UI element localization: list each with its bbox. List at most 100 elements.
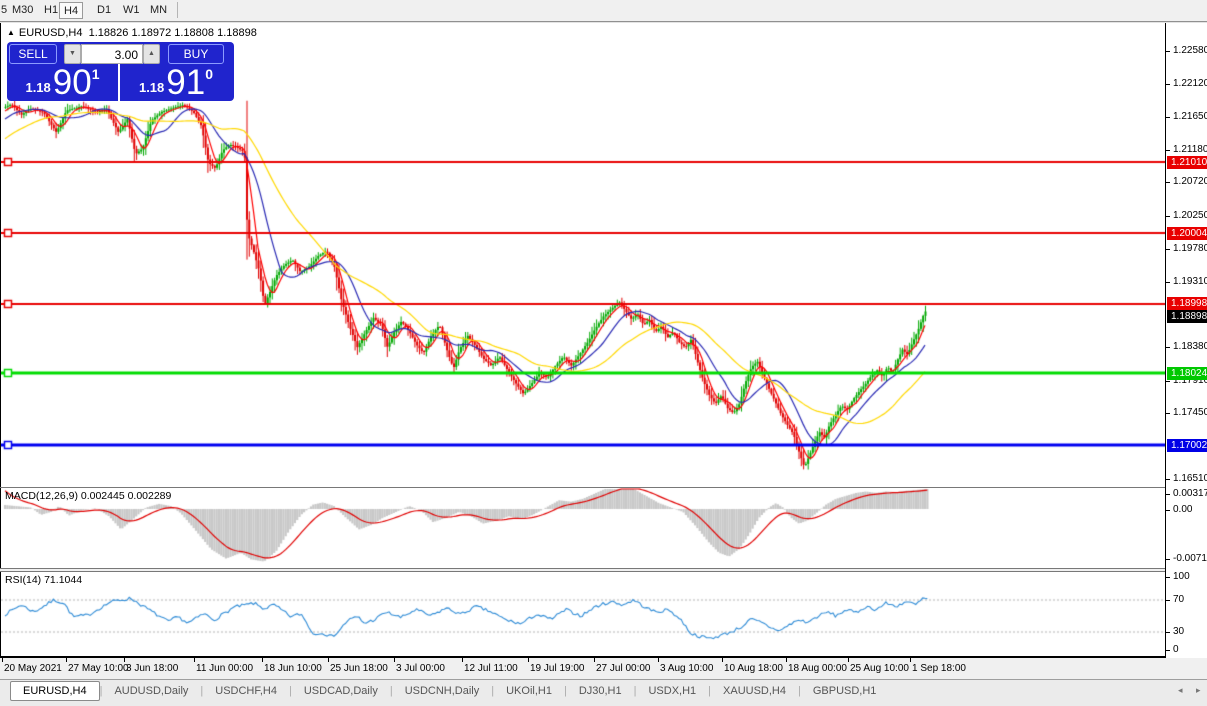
price-badge-121010: 1.21010	[1167, 156, 1207, 169]
chart-tab-usdcnh-daily[interactable]: USDCNH,Daily	[404, 685, 480, 697]
time-label: 1 Sep 18:00	[912, 663, 966, 674]
price-badge-118998: 1.18998	[1167, 296, 1207, 310]
time-label: 12 Jul 11:00	[464, 663, 518, 674]
chart-frame-bottom	[0, 656, 1166, 658]
rsi-axis-tick	[1166, 650, 1170, 651]
time-tick	[528, 658, 529, 662]
time-label: 18 Aug 00:00	[788, 663, 847, 674]
one-click-trade-panel: SELL ▼ 3.00 ▲ BUY 1.18 90 1 1.18 91 0	[7, 42, 234, 101]
macd-axis-tick	[1166, 559, 1170, 560]
tab-divider: |	[99, 685, 103, 697]
time-tick	[786, 658, 787, 662]
sell-price-point: 1	[91, 66, 100, 82]
time-tick	[66, 658, 67, 662]
time-label: 27 Jul 00:00	[596, 663, 651, 674]
chart-tab-audusd-daily[interactable]: AUDUSD,Daily	[114, 685, 189, 697]
price-tick-label: 1.20250	[1173, 209, 1207, 221]
macd-axis-tick	[1166, 494, 1170, 495]
rsi-axis-label: 70	[1173, 594, 1185, 605]
rsi-axis-tick	[1166, 632, 1170, 633]
macd-canvas[interactable]	[1, 488, 1166, 568]
price-axis[interactable]: 1.22580 1.22120 1.21650 1.21180 1.20720 1.202…	[1166, 23, 1207, 658]
price-tick-label: 1.21650	[1173, 110, 1207, 122]
timeframe-button-w1[interactable]: W1	[123, 4, 140, 16]
price-badge-118024: 1.18024	[1167, 366, 1207, 380]
price-badge-117002: 1.17002	[1167, 438, 1207, 452]
panel-separator[interactable]	[0, 571, 1207, 572]
tab-scroll-right-icon[interactable]: ▸	[1196, 685, 1201, 695]
time-label: 18 Jun 10:00	[264, 663, 322, 674]
chart-tab-bar: EURUSD,H4 | AUDUSD,Daily | USDCHF,H4 | USDCAD,…	[0, 679, 1207, 706]
trade-panel-top-row: SELL ▼ 3.00 ▲ BUY	[9, 44, 232, 64]
price-tick	[1166, 248, 1170, 250]
timeframe-button-h4[interactable]: H4	[59, 2, 84, 19]
chart-tab-usdx-h1[interactable]: USDX,H1	[648, 685, 697, 697]
rsi-canvas[interactable]	[1, 572, 1166, 656]
collapse-triangle-icon[interactable]: ▲	[7, 28, 15, 37]
price-tick-label: 1.17450	[1173, 406, 1207, 418]
price-tick-label: 1.19310	[1173, 275, 1207, 287]
time-tick	[722, 658, 723, 662]
buy-price-display[interactable]: 1.18 91 0	[120, 63, 232, 102]
price-tick-label: 1.22120	[1173, 77, 1207, 89]
price-tick-label: 1.17910	[1173, 374, 1207, 386]
chart-tab-eurusd-h4[interactable]: EURUSD,H4	[10, 681, 100, 701]
macd-axis-tick	[1166, 510, 1170, 511]
price-tick-label: 1.18380	[1173, 341, 1207, 353]
macd-axis-label: 0.00	[1173, 504, 1193, 515]
time-label: 27 May 10:00	[68, 663, 129, 674]
time-label: 25 Aug 10:00	[850, 663, 909, 674]
time-tick	[394, 658, 395, 662]
timeframe-button-mn[interactable]: MN	[150, 4, 168, 16]
chart-tab-ukoil-h1[interactable]: UKOil,H1	[506, 685, 552, 697]
time-tick	[124, 658, 125, 662]
time-label: 3 Jun 18:00	[126, 663, 179, 674]
price-tick-label: 1.21180	[1173, 144, 1207, 155]
chart-tab-usdcad-daily[interactable]: USDCAD,Daily	[303, 685, 378, 697]
sell-button[interactable]: SELL	[9, 44, 57, 64]
chart-tab-usdchf-h4[interactable]: USDCHF,H4	[215, 685, 277, 697]
time-tick	[594, 658, 595, 662]
rsi-axis-label: 0	[1173, 644, 1179, 655]
tab-divider: |	[633, 685, 637, 697]
volume-increase-button[interactable]: ▲	[143, 44, 160, 64]
volume-input[interactable]: 3.00	[81, 44, 143, 64]
timeframe-button-h1[interactable]: H1	[44, 4, 59, 16]
chart-tab-dj30-h1[interactable]: DJ30,H1	[578, 685, 622, 697]
rsi-axis-label: 100	[1173, 571, 1190, 582]
chart-tab-xauusd-h4[interactable]: XAUUSD,H4	[723, 685, 786, 697]
macd-axis-label: -0.007162	[1173, 553, 1207, 564]
tab-divider: |	[491, 685, 495, 697]
toolbar-separator	[177, 2, 178, 18]
time-label: 11 Jun 00:00	[196, 663, 254, 674]
timeframe-button-d1[interactable]: D1	[97, 4, 112, 16]
rsi-axis-tick	[1166, 577, 1170, 578]
time-label: 3 Jul 00:00	[396, 663, 445, 674]
time-axis[interactable]: 20 May 2021 27 May 10:00 3 Jun 18:00 11 Jun…	[0, 658, 1207, 679]
chart-ohlc-values: 1.18826 1.18972 1.18808 1.18898	[88, 27, 257, 39]
panel-separator[interactable]	[0, 568, 1207, 569]
price-tick	[1166, 380, 1170, 382]
price-tick-label: 1.22580	[1173, 45, 1207, 57]
buy-price-pips: 91	[166, 63, 206, 102]
timeframe-button-5[interactable]: 5	[1, 4, 8, 16]
time-tick	[658, 658, 659, 662]
timeframe-button-m30[interactable]: M30	[12, 4, 34, 16]
tab-scroll-left-icon[interactable]: ◂	[1178, 685, 1183, 695]
volume-decrease-button[interactable]: ▼	[64, 44, 81, 64]
macd-header: MACD(12,26,9) 0.002445 0.002289	[5, 490, 172, 502]
price-tick-label: 1.20720	[1173, 176, 1207, 188]
chart-tab-gbpusd-h1[interactable]: GBPUSD,H1	[812, 685, 877, 697]
time-tick	[462, 658, 463, 662]
panel-separator[interactable]	[0, 487, 1207, 488]
tab-divider: |	[200, 685, 204, 697]
buy-price-prefix: 1.18	[138, 80, 165, 95]
sell-price-display[interactable]: 1.18 90 1	[7, 65, 118, 100]
buy-button[interactable]: BUY	[168, 44, 224, 64]
chart-frame-right	[1165, 23, 1166, 658]
tab-divider: |	[389, 685, 393, 697]
tab-divider: |	[708, 685, 712, 697]
macd-indicator-panel: MACD(12,26,9) 0.002445 0.002289	[0, 488, 1166, 568]
time-tick	[194, 658, 195, 662]
time-tick	[848, 658, 849, 662]
